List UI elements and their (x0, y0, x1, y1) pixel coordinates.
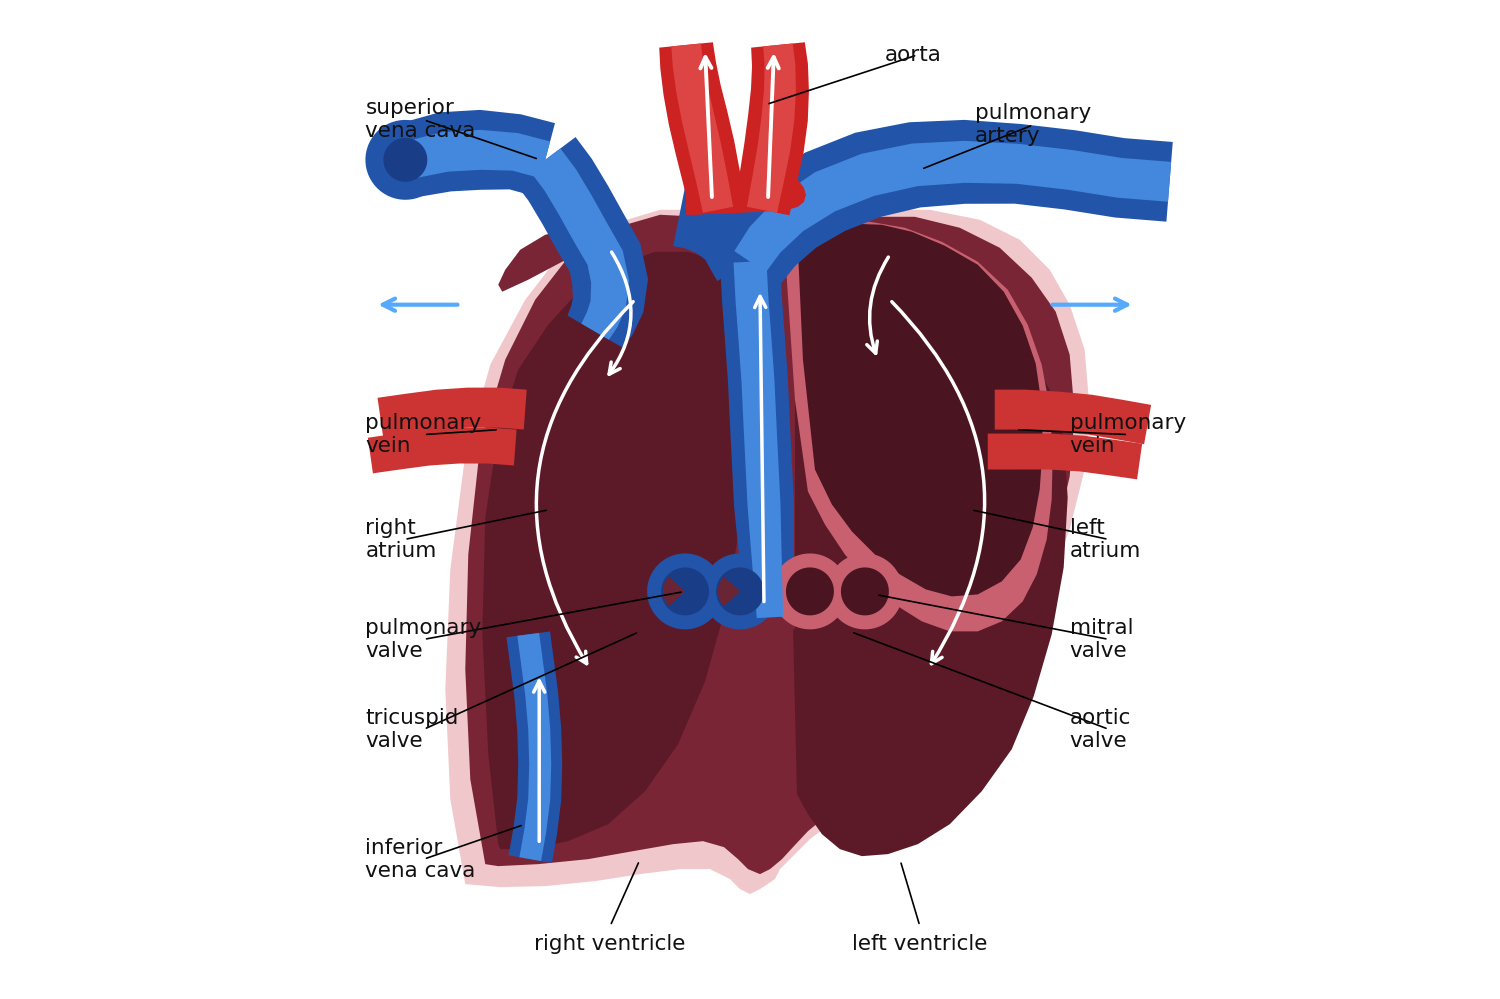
Polygon shape (718, 583, 740, 599)
Text: right ventricle: right ventricle (534, 934, 686, 954)
Polygon shape (483, 252, 748, 849)
Polygon shape (530, 149, 628, 340)
Polygon shape (663, 591, 686, 606)
Polygon shape (843, 576, 866, 591)
Polygon shape (663, 583, 686, 599)
Polygon shape (674, 178, 783, 281)
Polygon shape (446, 210, 1089, 894)
Polygon shape (718, 576, 740, 591)
Polygon shape (747, 44, 796, 213)
Polygon shape (378, 388, 526, 438)
Text: pulmonary
vein: pulmonary vein (366, 413, 482, 457)
Polygon shape (716, 567, 764, 615)
Polygon shape (366, 120, 446, 200)
Polygon shape (465, 215, 1074, 874)
Polygon shape (748, 280, 795, 629)
Polygon shape (790, 250, 1068, 856)
Text: left ventricle: left ventricle (852, 934, 987, 954)
Text: superior
vena cava: superior vena cava (366, 98, 476, 142)
Text: inferior
vena cava: inferior vena cava (366, 837, 476, 881)
Polygon shape (406, 130, 550, 179)
Polygon shape (686, 180, 806, 215)
Polygon shape (368, 428, 516, 474)
Polygon shape (988, 434, 1142, 480)
Polygon shape (672, 44, 734, 213)
Text: pulmonary
vein: pulmonary vein (1070, 413, 1186, 457)
Polygon shape (402, 110, 555, 197)
Polygon shape (518, 633, 550, 861)
Polygon shape (384, 138, 427, 182)
Polygon shape (720, 260, 794, 618)
Polygon shape (702, 553, 778, 629)
Polygon shape (994, 390, 1150, 445)
Polygon shape (507, 631, 562, 863)
Text: left
atrium: left atrium (1070, 517, 1142, 561)
Polygon shape (786, 567, 834, 615)
Text: pulmonary
artery: pulmonary artery (975, 103, 1090, 147)
Polygon shape (784, 222, 1053, 631)
Polygon shape (498, 222, 748, 292)
Text: mitral
valve: mitral valve (1070, 617, 1132, 661)
Polygon shape (663, 576, 686, 591)
Polygon shape (798, 224, 1042, 596)
Polygon shape (842, 567, 890, 615)
Polygon shape (734, 261, 783, 618)
Text: right
atrium: right atrium (366, 517, 436, 561)
Polygon shape (788, 591, 810, 606)
Polygon shape (843, 583, 866, 599)
Text: aorta: aorta (885, 45, 942, 65)
Polygon shape (735, 42, 809, 215)
Polygon shape (514, 137, 648, 348)
Text: aortic
valve: aortic valve (1070, 707, 1131, 751)
Polygon shape (718, 591, 740, 606)
Polygon shape (788, 576, 810, 591)
Polygon shape (646, 553, 723, 629)
Polygon shape (735, 141, 1172, 273)
Text: pulmonary
valve: pulmonary valve (366, 617, 482, 661)
Polygon shape (772, 553, 847, 629)
Polygon shape (718, 120, 1173, 283)
Polygon shape (662, 567, 710, 615)
Polygon shape (788, 583, 810, 599)
Text: tricuspid
valve: tricuspid valve (366, 707, 459, 751)
Polygon shape (658, 42, 746, 215)
Polygon shape (827, 553, 903, 629)
Polygon shape (843, 591, 866, 606)
